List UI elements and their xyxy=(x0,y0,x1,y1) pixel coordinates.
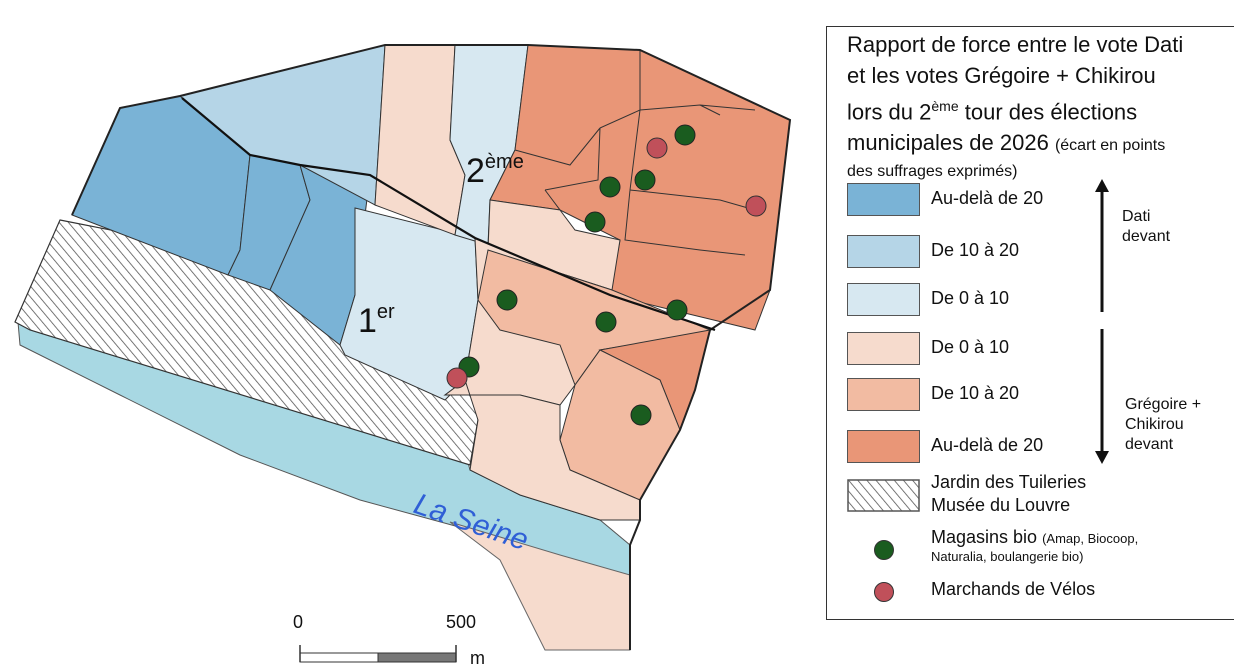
bio-shop-marker xyxy=(674,124,696,146)
legend-swatch xyxy=(847,378,920,411)
bike-shop-marker xyxy=(446,367,468,389)
arrondissement-border xyxy=(181,97,716,332)
bio-shops xyxy=(458,124,696,426)
legend-class-label: De 10 à 20 xyxy=(931,240,1020,260)
legend-title-line-4: municipales de 2026 (écart en points xyxy=(847,130,1166,156)
legend-swatch xyxy=(847,332,920,365)
legend-swatch xyxy=(847,183,920,216)
legend-swatch xyxy=(847,283,920,316)
district-lines-2eme xyxy=(514,50,756,256)
legend-swatch xyxy=(847,430,920,463)
legend-title-line-1: Rapport de force entre le vote Dati xyxy=(847,32,1184,57)
bio-shop-marker xyxy=(666,299,688,321)
legend-bio-label: Magasins bio (Amap, Biocoop, Naturalia, … xyxy=(931,527,1139,564)
legend-title-line-2: et les votes Grégoire + Chikirou xyxy=(847,63,1156,88)
bio-shop-marker xyxy=(599,176,621,198)
bio-shop-marker xyxy=(496,289,518,311)
label-2eme: 2ème xyxy=(466,151,524,190)
scale-bar: 0 500 m xyxy=(293,612,485,665)
legend-class-label: Au-delà de 20 xyxy=(931,435,1044,455)
legend-title-line-3: lors du 2ème tour des élections xyxy=(847,98,1138,125)
legend-title: Rapport de force entre le vote Dati et l… xyxy=(847,29,1234,183)
legend-velo-label: Marchands de Vélos xyxy=(931,579,1096,599)
scale-unit: m xyxy=(470,648,485,665)
legend-gc-label: Grégoire + Chikirou devant xyxy=(1125,396,1202,453)
legend-class-label: De 10 à 20 xyxy=(931,383,1020,403)
bio-shop-marker xyxy=(584,211,606,233)
scale-zero: 0 xyxy=(293,612,303,632)
legend-bio-dot xyxy=(874,540,894,560)
legend-title-line-5: des suffrages exprimés) xyxy=(847,163,1018,181)
legend: Rapport de force entre le vote Dati et l… xyxy=(826,26,1234,620)
legend-dati-label: Dati devant xyxy=(1122,208,1171,245)
legend-class-label: De 0 à 10 xyxy=(931,288,1010,308)
legend-hatch-label: Jardin des Tuileries Musée du Louvre xyxy=(931,472,1087,515)
bio-shop-marker xyxy=(634,169,656,191)
legend-swatch xyxy=(847,235,920,268)
legend-velo-dot xyxy=(874,582,894,602)
bike-shop-marker xyxy=(745,195,767,217)
legend-class-label: Au-delà de 20 xyxy=(931,188,1044,208)
bio-shop-marker xyxy=(630,404,652,426)
arrondissements-outline xyxy=(71,44,792,650)
legend-hatch-swatch xyxy=(847,479,920,512)
scale-end: 500 xyxy=(446,612,476,632)
bio-shop-marker xyxy=(595,311,617,333)
label-1er: 1er xyxy=(358,301,395,340)
map: 1er 2ème La Seine 0 500 m xyxy=(14,44,792,665)
legend-arrows xyxy=(1095,179,1109,464)
bike-shops xyxy=(446,137,767,389)
legend-class-label: De 0 à 10 xyxy=(931,337,1010,357)
bike-shop-marker xyxy=(646,137,668,159)
